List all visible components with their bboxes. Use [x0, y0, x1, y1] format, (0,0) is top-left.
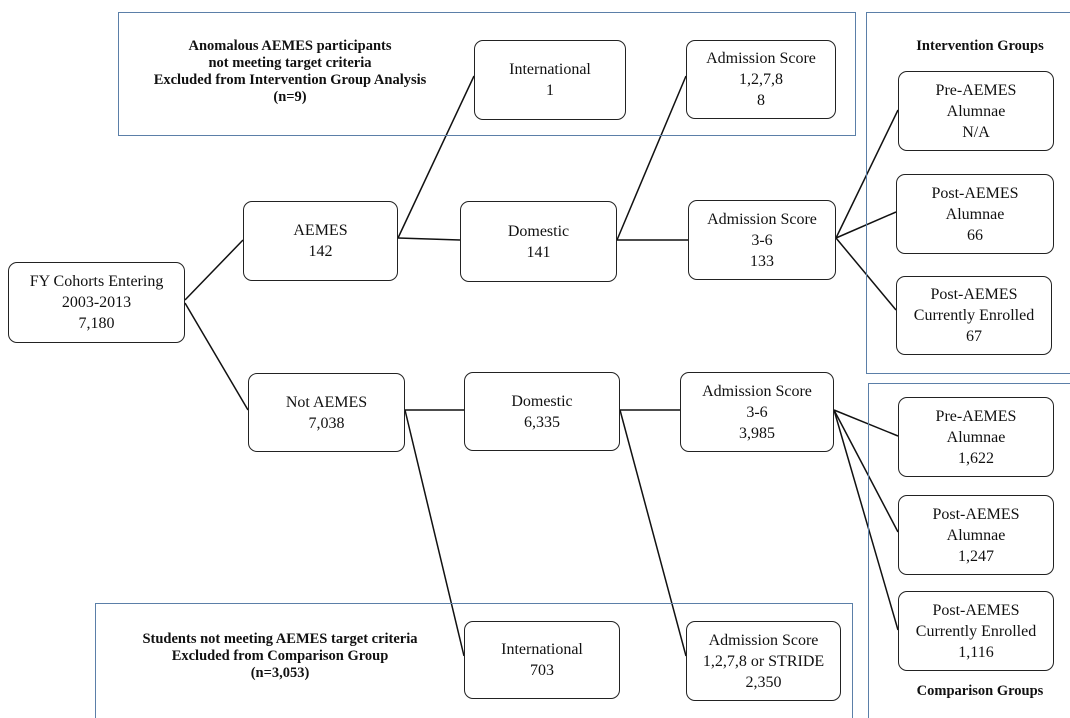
line-aemes-to-domestic	[397, 237, 461, 241]
domestic-bottom-node: Domestic 6,335	[464, 372, 620, 451]
line-domestic-to-adm-stride	[619, 409, 687, 657]
comparison-post-enrolled-node: Post-AEMES Currently Enrolled 1,116	[898, 591, 1054, 671]
international-top-node: International 1	[474, 40, 626, 120]
line-adm36b-to-cmp-post-enr	[833, 409, 899, 631]
comparison-exclusion-region	[95, 603, 853, 718]
intervention-groups-heading: Intervention Groups	[916, 38, 1044, 54]
comparison-exclusion-note: Students not meeting AEMES target criter…	[142, 631, 418, 681]
comparison-groups-region	[868, 383, 1070, 718]
line-domestic-to-adm-1278	[616, 75, 687, 241]
comparison-post-alumnae-node: Post-AEMES Alumnae 1,247	[898, 495, 1054, 575]
anomalous-exclusion-region	[118, 12, 856, 136]
line-not-aemes-to-international	[404, 409, 465, 657]
intervention-groups-region	[866, 12, 1070, 374]
admission-36-top-node: Admission Score 3-6 133	[688, 200, 836, 280]
line-adm36b-to-cmp-post-alum	[833, 409, 899, 533]
admission-36-bottom-node: Admission Score 3-6 3,985	[680, 372, 834, 452]
anomalous-exclusion-note: Anomalous AEMES participants not meeting…	[153, 38, 427, 105]
international-bottom-node: International 703	[464, 621, 620, 699]
line-fy-to-aemes	[184, 239, 244, 301]
aemes-node: AEMES 142	[243, 201, 398, 281]
intervention-post-enrolled-node: Post-AEMES Currently Enrolled 67	[896, 276, 1052, 355]
comparison-groups-heading: Comparison Groups	[916, 683, 1044, 699]
intervention-pre-aemes-node: Pre-AEMES Alumnae N/A	[898, 71, 1054, 151]
line-adm36b-to-cmp-pre	[833, 409, 899, 437]
intervention-post-alumnae-node: Post-AEMES Alumnae 66	[896, 174, 1054, 254]
line-adm36-to-int-pre	[835, 109, 899, 239]
domestic-top-node: Domestic 141	[460, 201, 617, 282]
line-fy-to-not-aemes	[184, 302, 249, 411]
line-aemes-to-international	[397, 75, 475, 239]
admission-stride-node: Admission Score 1,2,7,8 or STRIDE 2,350	[686, 621, 841, 701]
admission-1278-node: Admission Score 1,2,7,8 8	[686, 40, 836, 119]
not-aemes-node: Not AEMES 7,038	[248, 373, 405, 452]
fy-cohorts-node: FY Cohorts Entering 2003-2013 7,180	[8, 262, 185, 343]
comparison-pre-aemes-node: Pre-AEMES Alumnae 1,622	[898, 397, 1054, 477]
